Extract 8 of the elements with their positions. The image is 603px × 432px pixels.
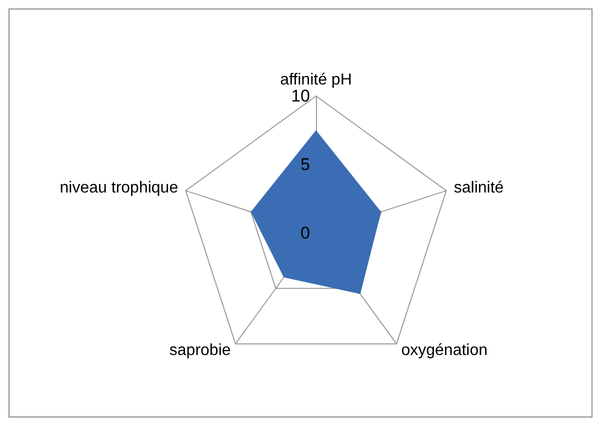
spoke-label: affinité pH — [280, 72, 352, 88]
y-tick-label: 5 — [300, 155, 310, 174]
y-tick-label: 10 — [291, 86, 310, 106]
spoke-label: oxygénation — [401, 342, 488, 359]
spoke-label: niveau trophique — [60, 180, 178, 197]
spoke-label: salinité — [454, 180, 504, 197]
y-tick-label: 0 — [300, 224, 310, 242]
spoke-label: saprobie — [169, 342, 231, 359]
